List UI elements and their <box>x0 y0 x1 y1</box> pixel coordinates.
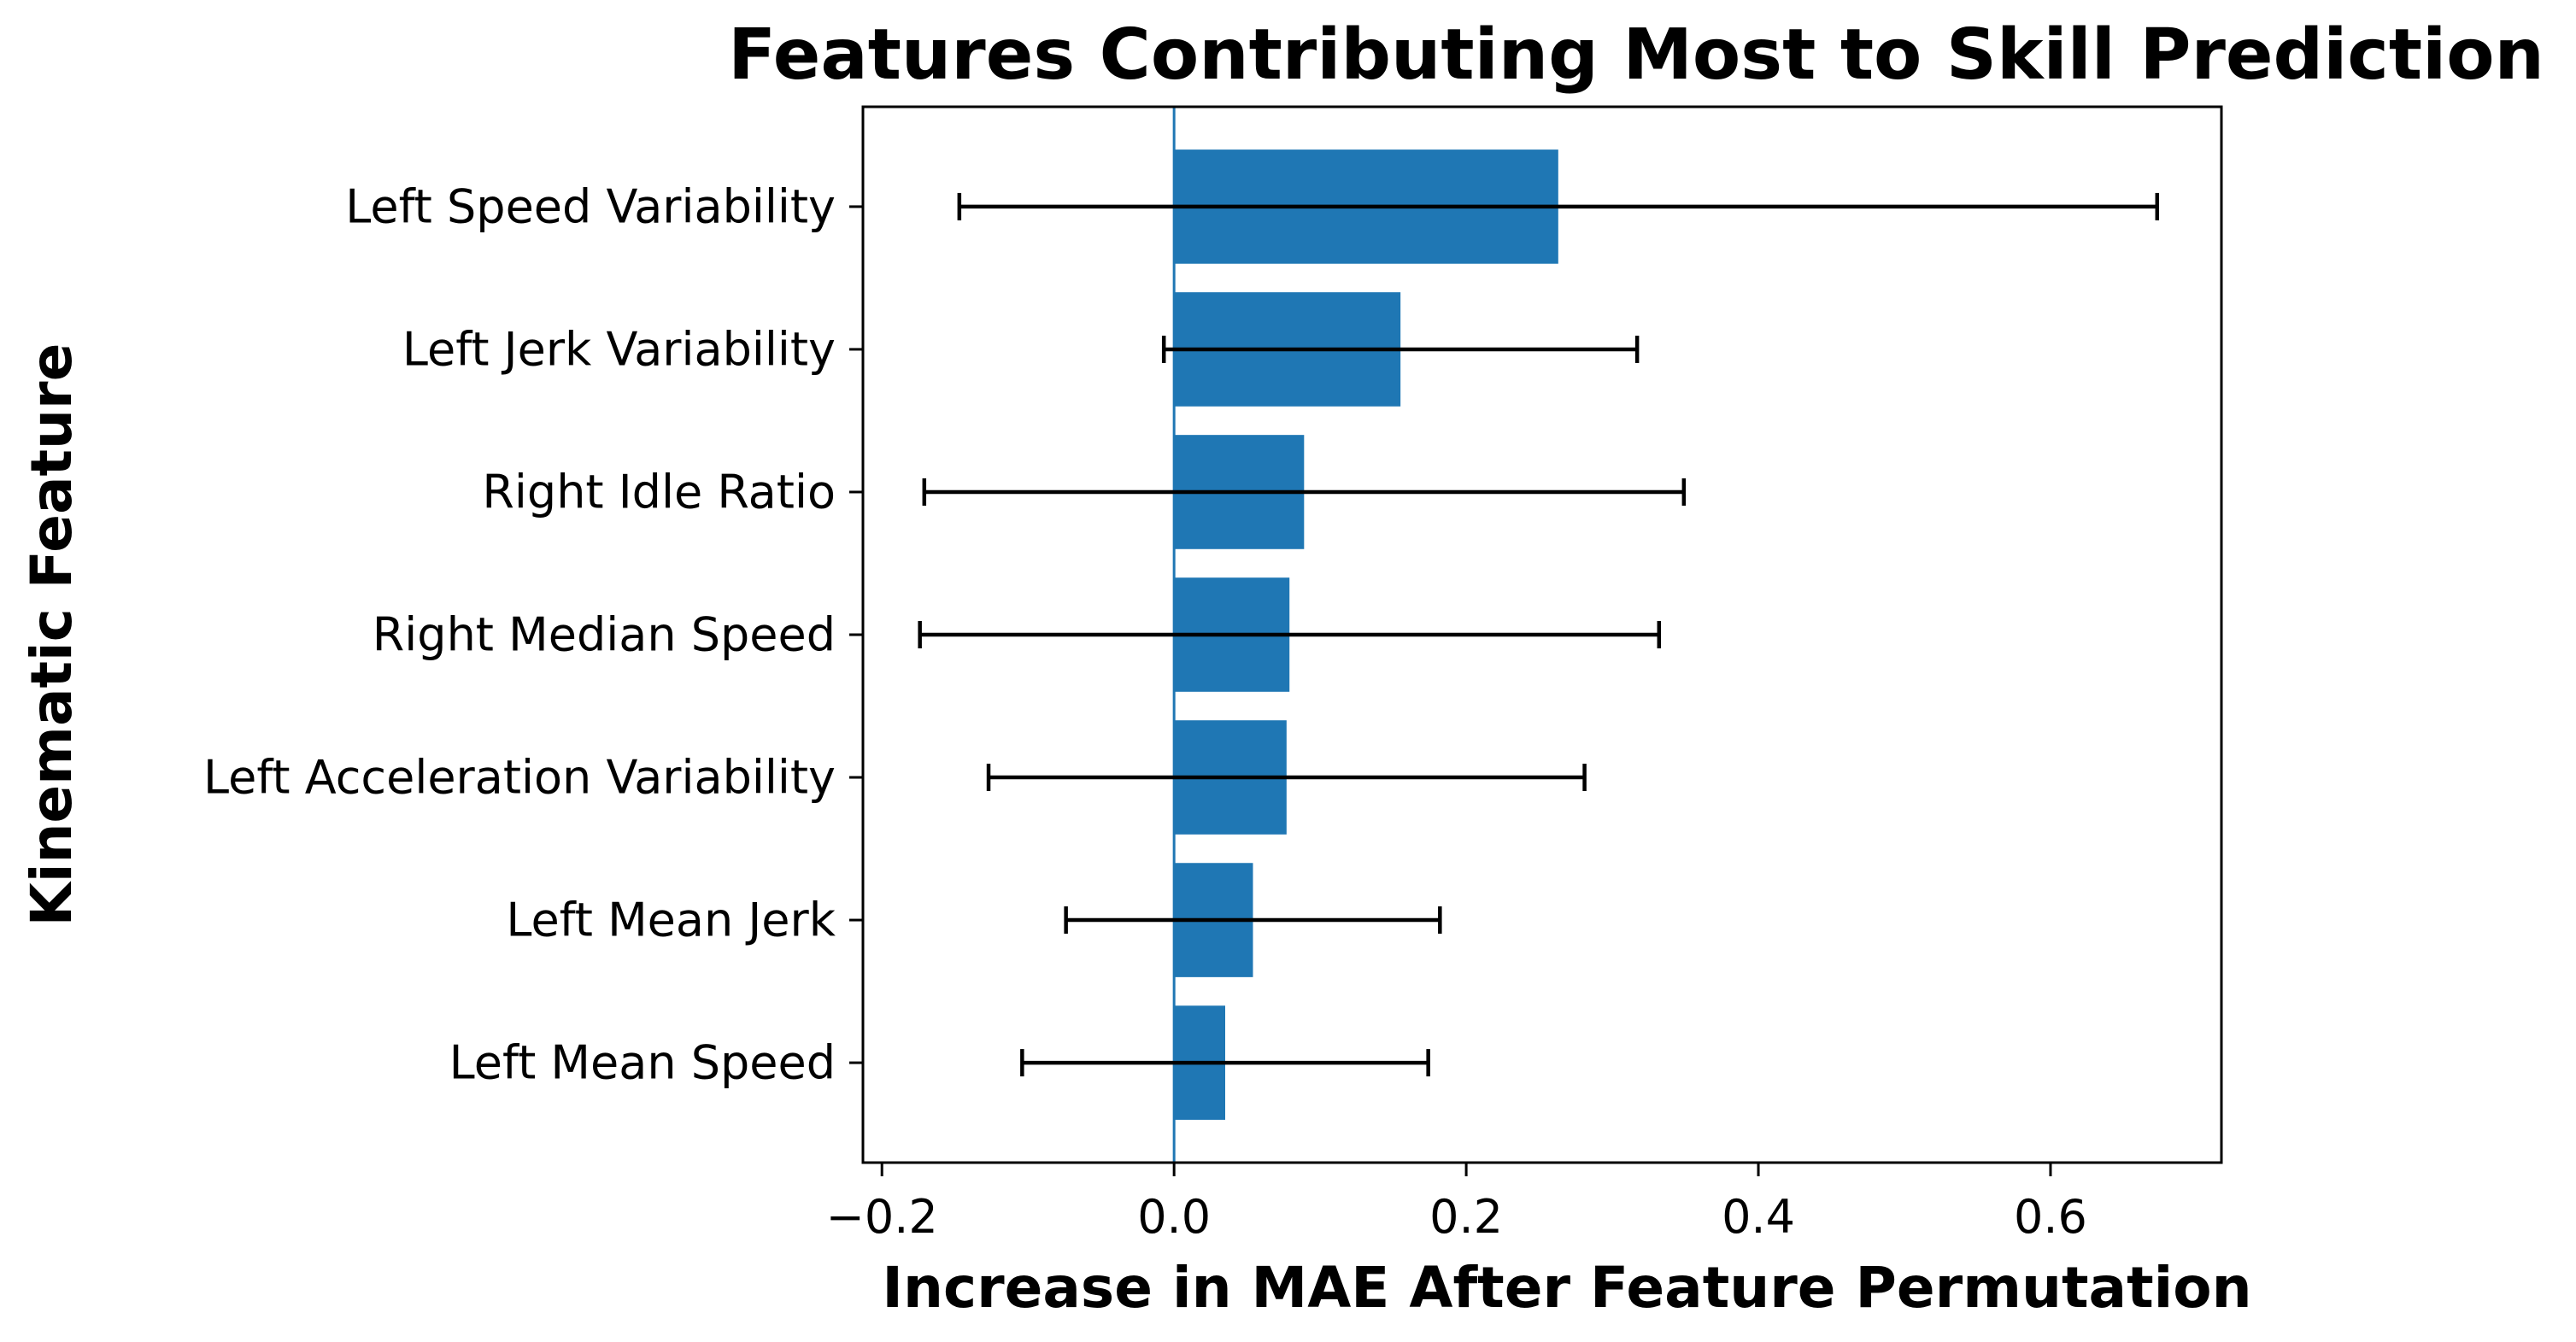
x-tick-label: 0.6 <box>2014 1190 2087 1244</box>
x-tick-label: 0.2 <box>1429 1190 1503 1244</box>
category-label: Left Speed Variability <box>345 179 836 233</box>
category-label: Left Jerk Variability <box>402 322 836 376</box>
category-label: Left Mean Speed <box>449 1036 836 1090</box>
category-label: Right Idle Ratio <box>482 465 836 519</box>
category-label: Left Mean Jerk <box>506 894 836 947</box>
y-axis-label: Kinematic Feature <box>19 343 85 927</box>
chart-title: Features Contributing Most to Skill Pred… <box>728 15 2544 96</box>
x-tick-label: 0.4 <box>1722 1190 1795 1244</box>
category-label: Left Acceleration Variability <box>203 751 836 805</box>
category-label: Right Median Speed <box>373 608 836 662</box>
x-tick-label: 0.0 <box>1137 1190 1211 1244</box>
plot-area: −0.2 0.0 0.2 0.4 0.6 Left Speed Variability Le… <box>203 105 2223 1244</box>
x-axis-label: Increase in MAE After Feature Permutatio… <box>882 1255 2251 1321</box>
x-tick-label: −0.2 <box>826 1190 938 1244</box>
